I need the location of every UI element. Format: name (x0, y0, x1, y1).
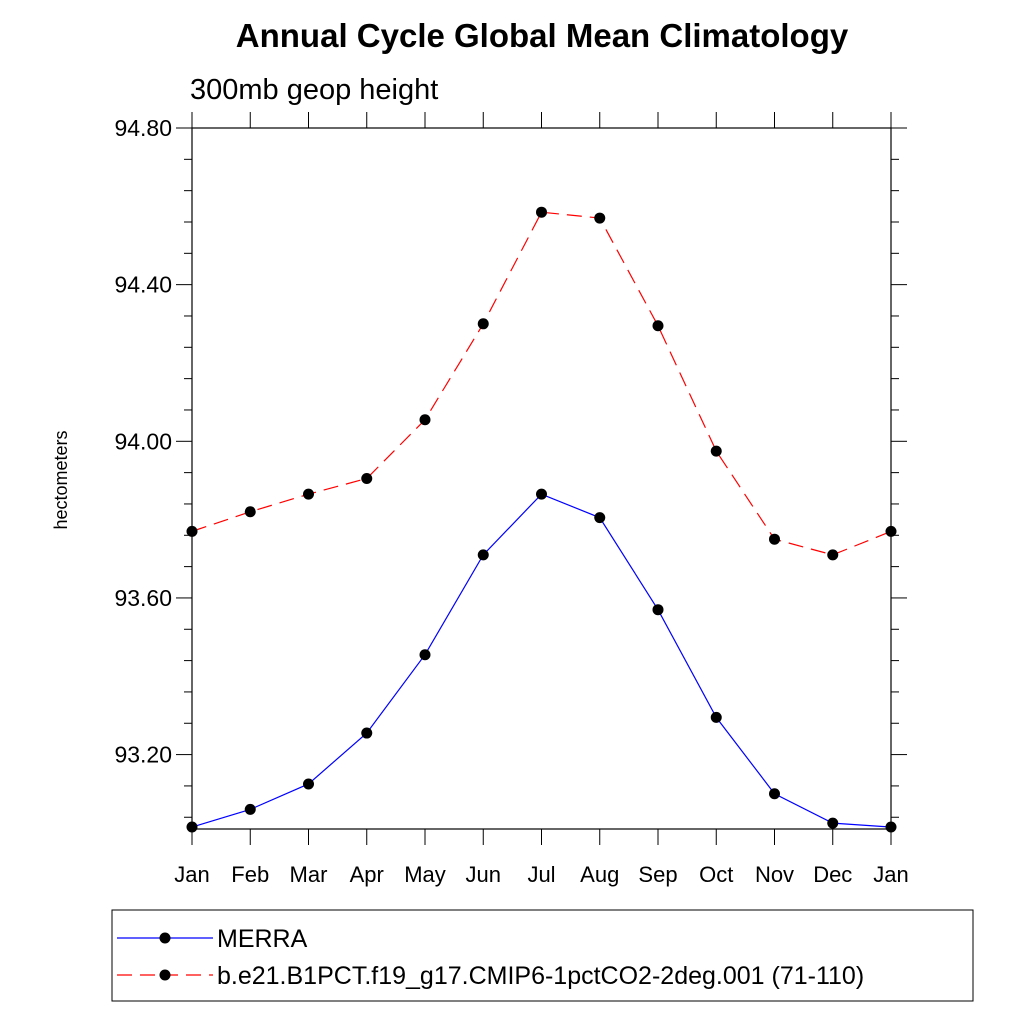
chart-subtitle: 300mb geop height (190, 74, 438, 106)
data-point (769, 788, 780, 800)
data-point (827, 817, 839, 829)
data-point (477, 318, 489, 330)
series-layer (186, 206, 897, 833)
x-tick-label: Mar (290, 862, 328, 887)
x-tick-label: Dec (813, 862, 852, 887)
legend-marker (159, 932, 171, 944)
x-tick-label: Jan (873, 862, 908, 887)
y-axis-label: hectometers (51, 430, 71, 529)
x-tick-label: Apr (350, 862, 384, 887)
data-point (536, 206, 547, 218)
data-point (186, 525, 198, 537)
data-point (303, 488, 314, 500)
legend: MERRA b.e21.B1PCT.f19_g17.CMIP6-1pctCO2-2… (111, 909, 974, 1002)
x-tick-label: Nov (755, 862, 794, 887)
data-point (594, 512, 606, 524)
x-tick-label: Jan (174, 862, 209, 887)
y-tick-label: 93.60 (114, 585, 172, 611)
y-tick-label: 94.40 (114, 272, 172, 298)
data-point (827, 549, 839, 561)
data-point (244, 803, 256, 815)
x-tick-label: Feb (231, 862, 269, 887)
series-line (191, 493, 892, 828)
legend-label: MERRA (217, 925, 308, 953)
data-point (244, 506, 256, 518)
data-point (652, 604, 664, 616)
x-tick-label: Sep (638, 862, 677, 887)
legend-label: b.e21.B1PCT.f19_g17.CMIP6-1pctCO2-2deg.0… (217, 962, 864, 990)
data-point (885, 821, 897, 833)
y-tick-label: 94.00 (114, 428, 172, 454)
data-point (361, 727, 373, 739)
data-point (536, 488, 547, 500)
plot-frame (191, 127, 892, 830)
x-tick-label: Aug (580, 862, 619, 887)
data-point (710, 445, 722, 457)
data-point (419, 649, 431, 661)
data-point (710, 711, 722, 723)
series-2 (186, 206, 897, 561)
plot-border (191, 127, 892, 830)
data-point (303, 778, 314, 790)
data-point (769, 533, 780, 545)
y-tick-label: 94.80 (114, 115, 172, 141)
axis-ticks (176, 112, 907, 845)
tick-labels: 93.20 93.60 94.00 94.40 94.80 Jan Feb Mar Apr May… (114, 115, 908, 887)
legend-box (111, 909, 974, 1002)
x-tick-label: May (404, 862, 446, 887)
x-tick-label: Jun (466, 862, 501, 887)
data-point (594, 212, 606, 224)
data-point (885, 525, 897, 537)
legend-item-1: MERRA (117, 925, 308, 953)
y-tick-label: 93.20 (114, 742, 172, 768)
chart-title: Annual Cycle Global Mean Climatology (236, 17, 849, 54)
legend-marker (159, 969, 171, 981)
x-tick-label: Jul (527, 862, 555, 887)
data-point (419, 414, 431, 426)
x-tick-label: Oct (699, 862, 733, 887)
data-point (186, 821, 198, 833)
data-point (361, 473, 373, 484)
series-1 (186, 488, 897, 833)
legend-item-2: b.e21.B1PCT.f19_g17.CMIP6-1pctCO2-2deg.0… (117, 962, 864, 990)
data-point (652, 320, 664, 332)
data-point (477, 549, 489, 561)
series-line (191, 211, 892, 556)
